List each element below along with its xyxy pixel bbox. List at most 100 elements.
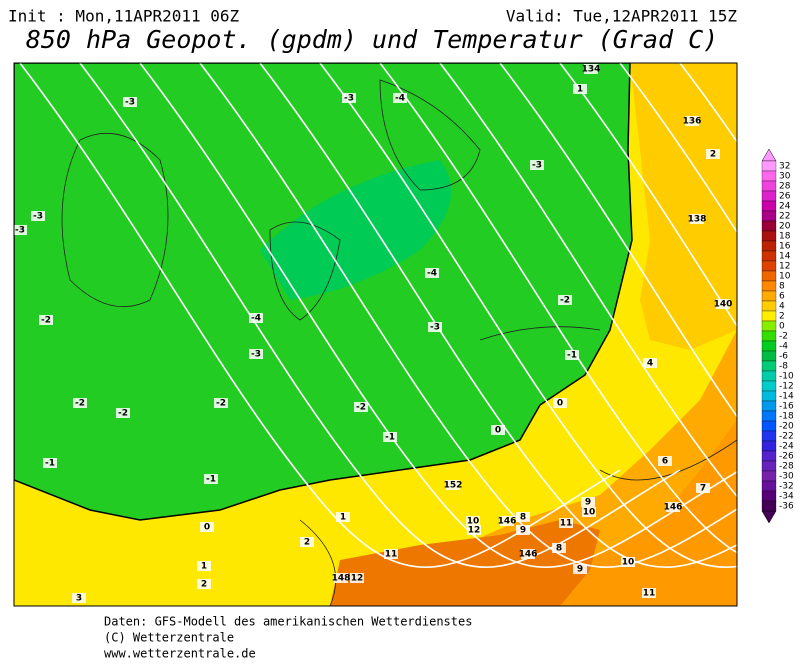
contour-label: 0 — [495, 426, 501, 436]
contour-label: -3 — [532, 161, 542, 171]
colorbar-label: -30 — [779, 472, 794, 482]
contour-label: 9 — [577, 565, 583, 575]
label-bg — [383, 432, 397, 442]
label-bg — [582, 507, 596, 517]
colorbar-cell — [761, 300, 777, 312]
label-bg — [658, 456, 672, 466]
contour-labels: -3 -3 -4 -3 -3 -3 -4 -2 -4 -3 -2 -3 -1 -2 -2 -2 -2 -1 0 0 -1… — [14, 64, 733, 604]
colorbar-label: -34 — [779, 492, 794, 502]
colorbar-cell — [761, 320, 777, 332]
label-bg — [446, 480, 460, 490]
contour-label: 11 — [643, 589, 656, 599]
footer-line: (C) Wetterzentrale — [104, 631, 234, 645]
label-bg — [214, 398, 228, 408]
label-bg — [516, 525, 530, 535]
colorbar-cell — [761, 390, 777, 402]
colorbar-cell — [761, 240, 777, 252]
colorbar-cell — [761, 230, 777, 242]
label-bg — [573, 564, 587, 574]
contour-label: -1 — [206, 475, 216, 485]
contour-label: 10 — [467, 517, 480, 527]
colorbar-cell — [761, 410, 777, 422]
colorbar-cell — [761, 420, 777, 432]
colorbar-cell — [761, 370, 777, 382]
label-bg — [685, 116, 699, 126]
colorbar-cell — [761, 250, 777, 262]
contour-label: 0 — [204, 523, 210, 533]
contour-label: 4 — [647, 359, 653, 369]
label-bg — [530, 160, 544, 170]
colorbar-top — [761, 148, 777, 162]
contour-label: 12 — [468, 526, 481, 536]
label-bg — [553, 398, 567, 408]
colorbar-label: -6 — [779, 352, 788, 362]
colorbar-label: 2 — [779, 312, 785, 322]
colorbar-label: -26 — [779, 452, 794, 462]
label-bg — [500, 516, 514, 526]
colorbar-label: 24 — [779, 202, 791, 212]
colorbar-label: -22 — [779, 432, 794, 442]
label-bg — [706, 149, 720, 159]
label-bg — [425, 268, 439, 278]
colorbar-cell — [761, 340, 777, 352]
contour-label: 134 — [582, 65, 601, 75]
isohypse — [559, 63, 737, 328]
colorbar-cell — [761, 220, 777, 232]
label-bg — [559, 518, 573, 528]
isohypse — [319, 63, 737, 568]
isohypse — [19, 63, 621, 568]
contour-label: 10 — [583, 508, 596, 518]
contour-label: 2 — [201, 580, 207, 590]
colorbar-label: 8 — [779, 282, 785, 292]
colorbar-cell — [761, 470, 777, 482]
contour-label: 11 — [385, 550, 398, 560]
label-bg — [300, 537, 314, 547]
contour-label: -4 — [251, 314, 261, 324]
contour-label: 140 — [714, 300, 733, 310]
label-bg — [573, 84, 587, 94]
label-bg — [716, 299, 730, 309]
contour-label: -3 — [33, 212, 43, 222]
label-bg — [491, 425, 505, 435]
colorbar-label: -8 — [779, 362, 788, 372]
contour-label: 12 — [351, 574, 364, 584]
colorbar-label: -14 — [779, 392, 794, 402]
contour-label: 152 — [444, 481, 463, 491]
isohypse — [139, 63, 737, 568]
colorbar-cell — [761, 360, 777, 372]
map-area: -3 -3 -4 -3 -3 -3 -4 -2 -4 -3 -2 -3 -1 -2 -2 -2 -2 -1 0 0 -1… — [14, 63, 737, 606]
colorbar-cell — [761, 170, 777, 182]
label-bg — [123, 97, 137, 107]
label-bg — [642, 588, 656, 598]
contour-label: 2 — [304, 538, 310, 548]
colder-region — [260, 160, 452, 300]
contour-label: -1 — [45, 459, 55, 469]
colorbar-label: -36 — [779, 502, 794, 512]
colorbar-cell — [761, 400, 777, 412]
contour-label: 9 — [585, 498, 591, 508]
colorbar-label: -4 — [779, 342, 788, 352]
label-bg — [666, 502, 680, 512]
colorbar-label: 4 — [779, 302, 785, 312]
label-bg — [14, 225, 27, 235]
contour-label: -3 — [344, 94, 354, 104]
colorbar-cell — [761, 480, 777, 492]
contour-label: 3 — [76, 594, 82, 604]
colorbar-label: -12 — [779, 382, 794, 392]
isohypse — [259, 63, 737, 568]
init-time: Init : Mon,11APR2011 06Z — [8, 7, 240, 26]
colorbar-cell — [761, 440, 777, 452]
isohypse — [439, 63, 737, 498]
label-bg — [552, 543, 566, 553]
contour-label: -3 — [15, 226, 25, 236]
contour-label: -3 — [430, 323, 440, 333]
label-bg — [116, 408, 130, 418]
contour-label: 146 — [498, 517, 517, 527]
colorbar-label: -18 — [779, 412, 794, 422]
label-bg — [690, 214, 704, 224]
contour-label: 1 — [340, 513, 346, 523]
isohypse — [199, 63, 737, 568]
colorbar-label: 16 — [779, 242, 791, 252]
